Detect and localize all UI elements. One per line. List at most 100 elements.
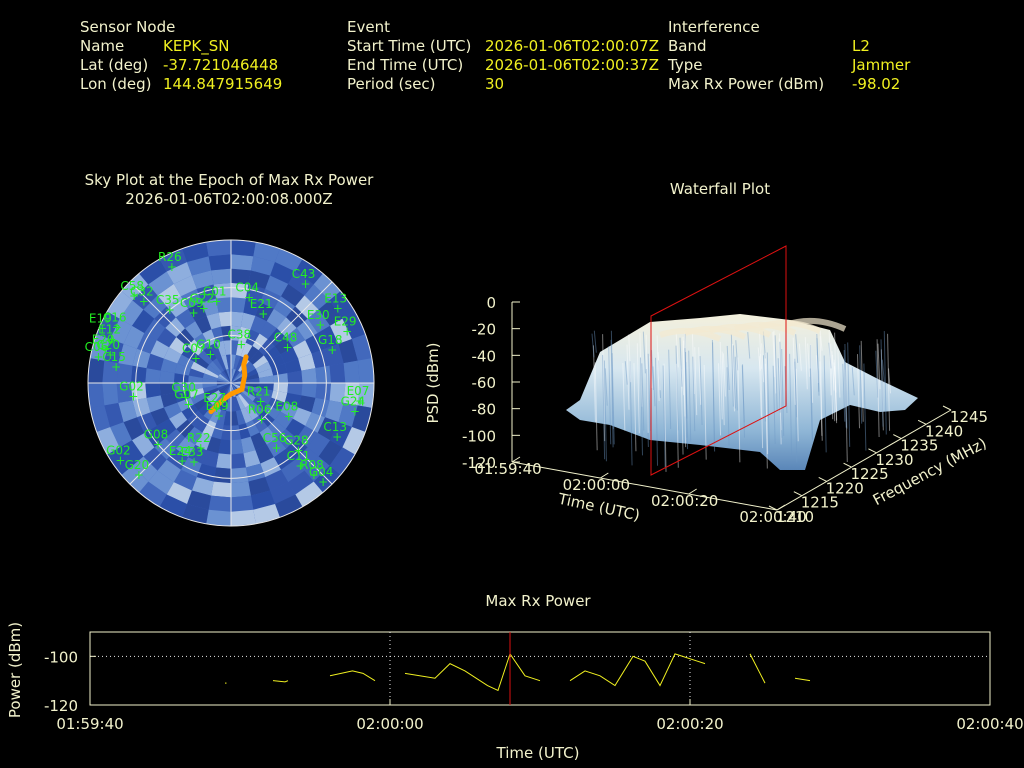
sky-heat-tile (194, 333, 210, 351)
satellite-marker: + (212, 401, 222, 415)
sky-heat-tile (267, 328, 286, 347)
psd-streak (726, 367, 730, 446)
sky-heat-tile (343, 360, 360, 383)
sky-heat-tile (223, 369, 231, 383)
sky-heat-tile (329, 291, 355, 319)
interference-type-value: Jammer (852, 56, 911, 74)
sky-heat-tile (163, 402, 182, 419)
sky-heat-tile (206, 364, 221, 376)
sky-heat-tile (301, 368, 317, 383)
frequency-tick (793, 491, 803, 497)
frequency-tick-label: 1240 (925, 422, 963, 440)
sky-heat-tile (250, 315, 267, 334)
satellite-label: R08 (300, 458, 324, 472)
psd-tick-label: 0 (486, 294, 496, 312)
sky-satellites: +R26+C58+C32+E19+C16+E12+E20+C20+C06+C15… (85, 250, 370, 489)
sky-heat-tile (226, 397, 231, 412)
waterfall-title: Waterfall Plot (669, 180, 771, 198)
sky-heat-tile (188, 383, 203, 391)
sky-heat-tile (193, 397, 210, 411)
sky-heat-tile (182, 503, 209, 524)
psd-streak (737, 357, 741, 463)
satellite-marker: + (355, 394, 365, 408)
sky-heat-tile (260, 457, 282, 478)
sky-heat-tile (196, 284, 217, 303)
sky-heat-tile (233, 396, 241, 412)
sky-heat-tile (160, 358, 178, 374)
satellite-label: E07 (347, 384, 370, 398)
satellite-label: C35 (156, 293, 180, 307)
psd-streak (843, 350, 847, 428)
sky-heat-tile (212, 358, 224, 373)
sky-heat-tile (252, 333, 268, 351)
sky-heat-tile (231, 467, 249, 484)
sky-heat-tile (231, 383, 234, 398)
sky-heat-tile (159, 494, 187, 518)
sky-heat-tile (218, 383, 231, 393)
sensor-lon-label: Lon (deg) (80, 75, 152, 93)
sky-heat-tile (240, 392, 253, 405)
time-tick-label: 02:00:20 (651, 492, 718, 510)
psd-streak (880, 349, 884, 431)
psd-streak (628, 334, 632, 383)
psd-streak (718, 363, 722, 436)
sky-heat-tile (245, 404, 259, 421)
psd-streak (807, 343, 811, 377)
sky-heat-tile (342, 427, 366, 455)
psd-streak (761, 343, 765, 383)
max-rx-trace-segment (404, 652, 541, 692)
satellite-marker: + (100, 342, 110, 356)
sky-heat-tile (258, 339, 275, 356)
sky-heat-tile (90, 334, 111, 361)
max-rx-y-tick-label: -120 (44, 697, 78, 715)
sky-heat-tile (221, 425, 231, 441)
satellite-marker: + (115, 453, 125, 467)
sky-heat-tile (104, 402, 124, 428)
sky-heat-tile (144, 318, 166, 341)
sky-heatmap (88, 240, 374, 526)
frequency-tick-label: 1235 (900, 437, 938, 455)
psd-streak (742, 364, 746, 438)
sensor-name-label: Name (80, 37, 125, 55)
sky-heat-tile (253, 242, 280, 263)
sky-heat-tile (217, 375, 231, 383)
frequency-tick (868, 448, 877, 454)
sky-azimuth-spoke (264, 416, 333, 485)
satellite-marker: + (183, 398, 193, 412)
max-rx-x-tick-label: 01:59:40 (56, 715, 123, 733)
sky-heat-tile (329, 383, 346, 403)
sky-heat-tile (146, 395, 164, 413)
psd-streak (795, 334, 799, 363)
sky-heat-tile (159, 248, 187, 272)
sky-heat-tile (231, 297, 246, 313)
psd-streak (626, 344, 630, 410)
sky-heat-tile (216, 409, 227, 426)
sky-heat-tile (216, 453, 231, 469)
sky-heat-tile (275, 248, 303, 272)
sky-heat-tile (163, 347, 182, 364)
sky-heat-tile (281, 459, 305, 483)
sky-heat-tile (241, 390, 256, 402)
sky-heat-tile (240, 436, 256, 454)
psd-streak (602, 354, 606, 460)
sky-heat-tile (143, 447, 167, 471)
sky-heat-tile (276, 317, 297, 338)
psd-streak (794, 361, 798, 418)
psd-streak (789, 353, 793, 457)
sky-heat-tile (221, 354, 229, 370)
sky-heat-tile (244, 373, 260, 381)
sky-heat-tile (216, 383, 231, 388)
event-period-label: Period (sec) (347, 75, 436, 93)
sky-heat-tile (176, 328, 195, 347)
waterfall-time-marker (650, 245, 787, 476)
sky-heat-tile (216, 340, 227, 357)
psd-streak (819, 330, 823, 351)
sky-heat-tile (166, 448, 189, 470)
psd-streak (784, 366, 788, 413)
sky-heat-tile (226, 354, 231, 369)
sky-heat-tile (204, 368, 219, 379)
sky-heat-tile (148, 470, 174, 495)
frequency-tick-label: 1230 (875, 451, 913, 469)
max-rx-y-axis-label: Power (dBm) (6, 622, 24, 718)
sky-heat-tile (216, 356, 227, 371)
